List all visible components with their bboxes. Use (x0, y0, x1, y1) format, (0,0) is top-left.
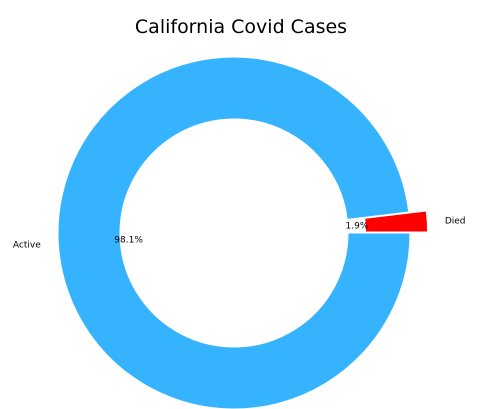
percent-label-active: 98.1% (114, 235, 143, 245)
slices-group (57, 56, 429, 409)
slice-active (57, 56, 411, 409)
slice-label-died: Died (445, 216, 466, 226)
chart-title: California Covid Cases (135, 16, 347, 38)
labels-group: Died 1.9% Active 98.1% (13, 216, 466, 250)
slice-died (364, 210, 429, 233)
percent-label-died: 1.9% (346, 222, 369, 232)
slice-label-active: Active (13, 241, 41, 251)
